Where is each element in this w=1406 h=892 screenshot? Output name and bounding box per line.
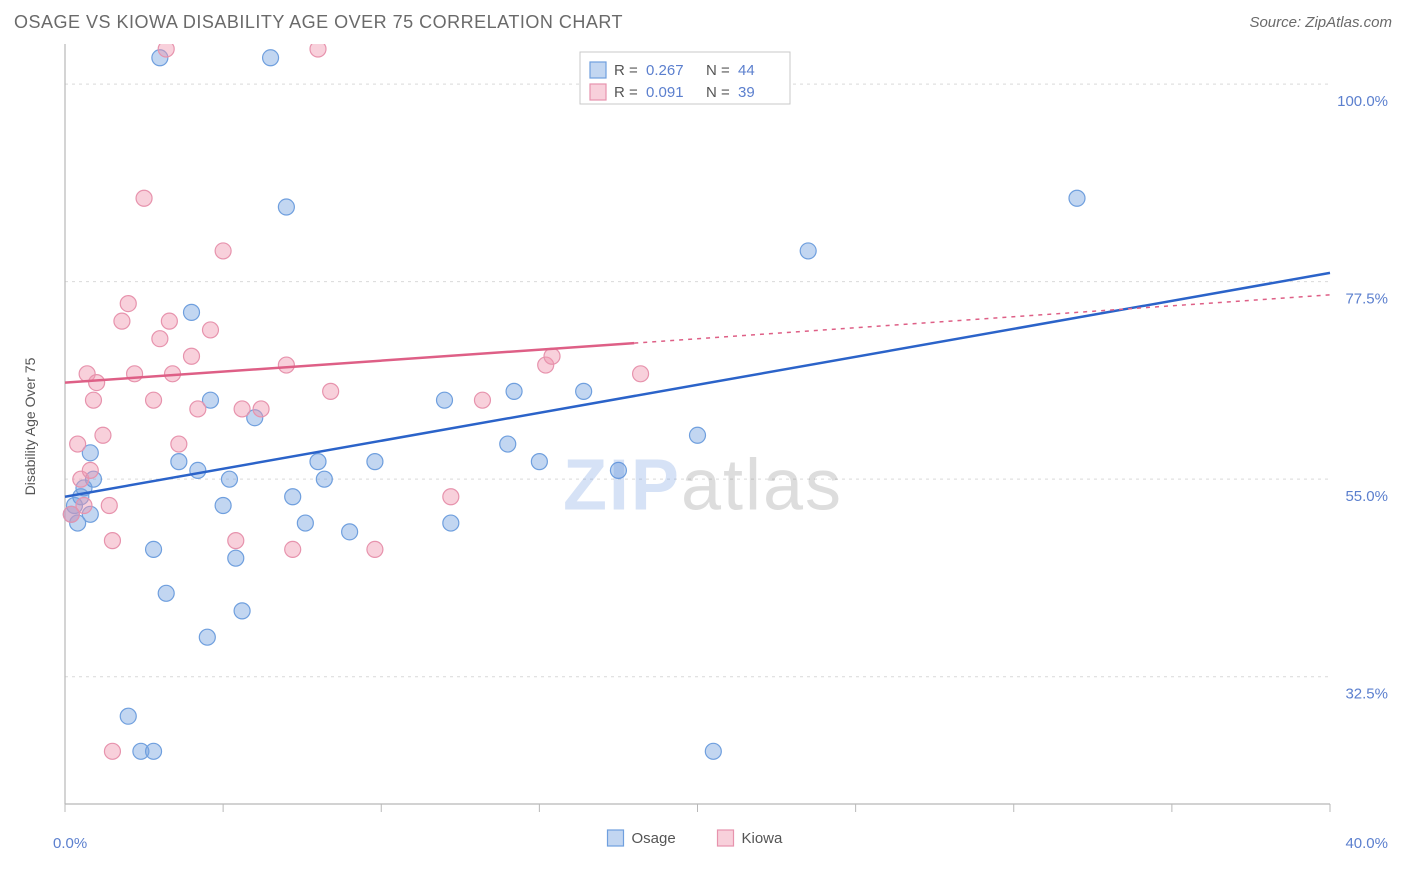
- data-point: [690, 427, 706, 443]
- data-point: [297, 515, 313, 531]
- data-point: [85, 392, 101, 408]
- legend-r-label: R =: [614, 84, 638, 101]
- x-min-label: 0.0%: [53, 835, 87, 852]
- data-point: [146, 743, 162, 759]
- data-point: [234, 401, 250, 417]
- data-point: [253, 401, 269, 417]
- data-point: [171, 436, 187, 452]
- data-point: [228, 550, 244, 566]
- data-point: [531, 454, 547, 470]
- data-point: [310, 454, 326, 470]
- x-max-label: 40.0%: [1345, 835, 1388, 852]
- data-point: [136, 190, 152, 206]
- data-point: [278, 357, 294, 373]
- y-grid-label: 55.0%: [1345, 488, 1388, 505]
- data-point: [342, 524, 358, 540]
- data-point: [705, 743, 721, 759]
- data-point: [127, 366, 143, 382]
- data-point: [70, 436, 86, 452]
- chart-title: OSAGE VS KIOWA DISABILITY AGE OVER 75 CO…: [0, 0, 1406, 44]
- data-point: [576, 383, 592, 399]
- legend-n-value: 39: [738, 84, 755, 101]
- scatter-chart: 32.5% 55.0% 77.5% 100.0% 0.0% 40.0% Disability…: [10, 44, 1396, 878]
- data-point: [443, 489, 459, 505]
- data-point: [76, 498, 92, 514]
- data-point: [610, 462, 626, 478]
- legend-n-label: N =: [706, 62, 730, 79]
- data-point: [215, 243, 231, 259]
- data-point: [310, 44, 326, 57]
- data-point: [474, 392, 490, 408]
- data-point: [202, 322, 218, 338]
- legend-r-value: 0.267: [646, 62, 684, 79]
- source-attribution: Source: ZipAtlas.com: [1249, 14, 1392, 31]
- data-point: [215, 498, 231, 514]
- data-point: [89, 375, 105, 391]
- data-point: [184, 348, 200, 364]
- data-point: [146, 392, 162, 408]
- data-point: [437, 392, 453, 408]
- chart-area: 32.5% 55.0% 77.5% 100.0% 0.0% 40.0% Disability…: [10, 44, 1396, 878]
- data-point: [95, 427, 111, 443]
- data-point: [228, 533, 244, 549]
- data-point: [158, 44, 174, 57]
- series-label: Kiowa: [742, 830, 784, 847]
- data-point: [146, 541, 162, 557]
- legend-swatch: [590, 62, 606, 78]
- data-point: [104, 533, 120, 549]
- data-point: [171, 454, 187, 470]
- data-point: [1069, 190, 1085, 206]
- y-grid-label: 77.5%: [1345, 291, 1388, 308]
- data-point: [114, 313, 130, 329]
- data-point: [263, 50, 279, 66]
- y-axis-title: Disability Age Over 75: [22, 357, 38, 495]
- data-point: [285, 489, 301, 505]
- data-point: [506, 383, 522, 399]
- data-point: [633, 366, 649, 382]
- data-point: [161, 313, 177, 329]
- trend-line: [65, 273, 1330, 497]
- series-swatch: [718, 830, 734, 846]
- legend-n-label: N =: [706, 84, 730, 101]
- y-grid-label: 100.0%: [1337, 93, 1388, 110]
- data-point: [316, 471, 332, 487]
- data-point: [120, 296, 136, 312]
- data-point: [152, 331, 168, 347]
- data-point: [234, 603, 250, 619]
- legend-r-label: R =: [614, 62, 638, 79]
- data-point: [120, 708, 136, 724]
- trend-line-extrapolated: [634, 295, 1330, 343]
- data-point: [190, 462, 206, 478]
- legend-n-value: 44: [738, 62, 755, 79]
- data-point: [443, 515, 459, 531]
- y-grid-label: 32.5%: [1345, 686, 1388, 703]
- legend-box: [580, 52, 790, 104]
- data-point: [367, 541, 383, 557]
- data-point: [500, 436, 516, 452]
- data-point: [278, 199, 294, 215]
- data-point: [323, 383, 339, 399]
- data-point: [285, 541, 301, 557]
- legend-r-value: 0.091: [646, 84, 684, 101]
- data-point: [101, 498, 117, 514]
- data-point: [158, 585, 174, 601]
- data-point: [544, 348, 560, 364]
- data-point: [221, 471, 237, 487]
- series-swatch: [608, 830, 624, 846]
- data-point: [190, 401, 206, 417]
- data-point: [199, 629, 215, 645]
- data-point: [104, 743, 120, 759]
- data-point: [367, 454, 383, 470]
- data-point: [800, 243, 816, 259]
- series-label: Osage: [632, 830, 676, 847]
- data-point: [184, 304, 200, 320]
- data-point: [82, 462, 98, 478]
- legend-swatch: [590, 84, 606, 100]
